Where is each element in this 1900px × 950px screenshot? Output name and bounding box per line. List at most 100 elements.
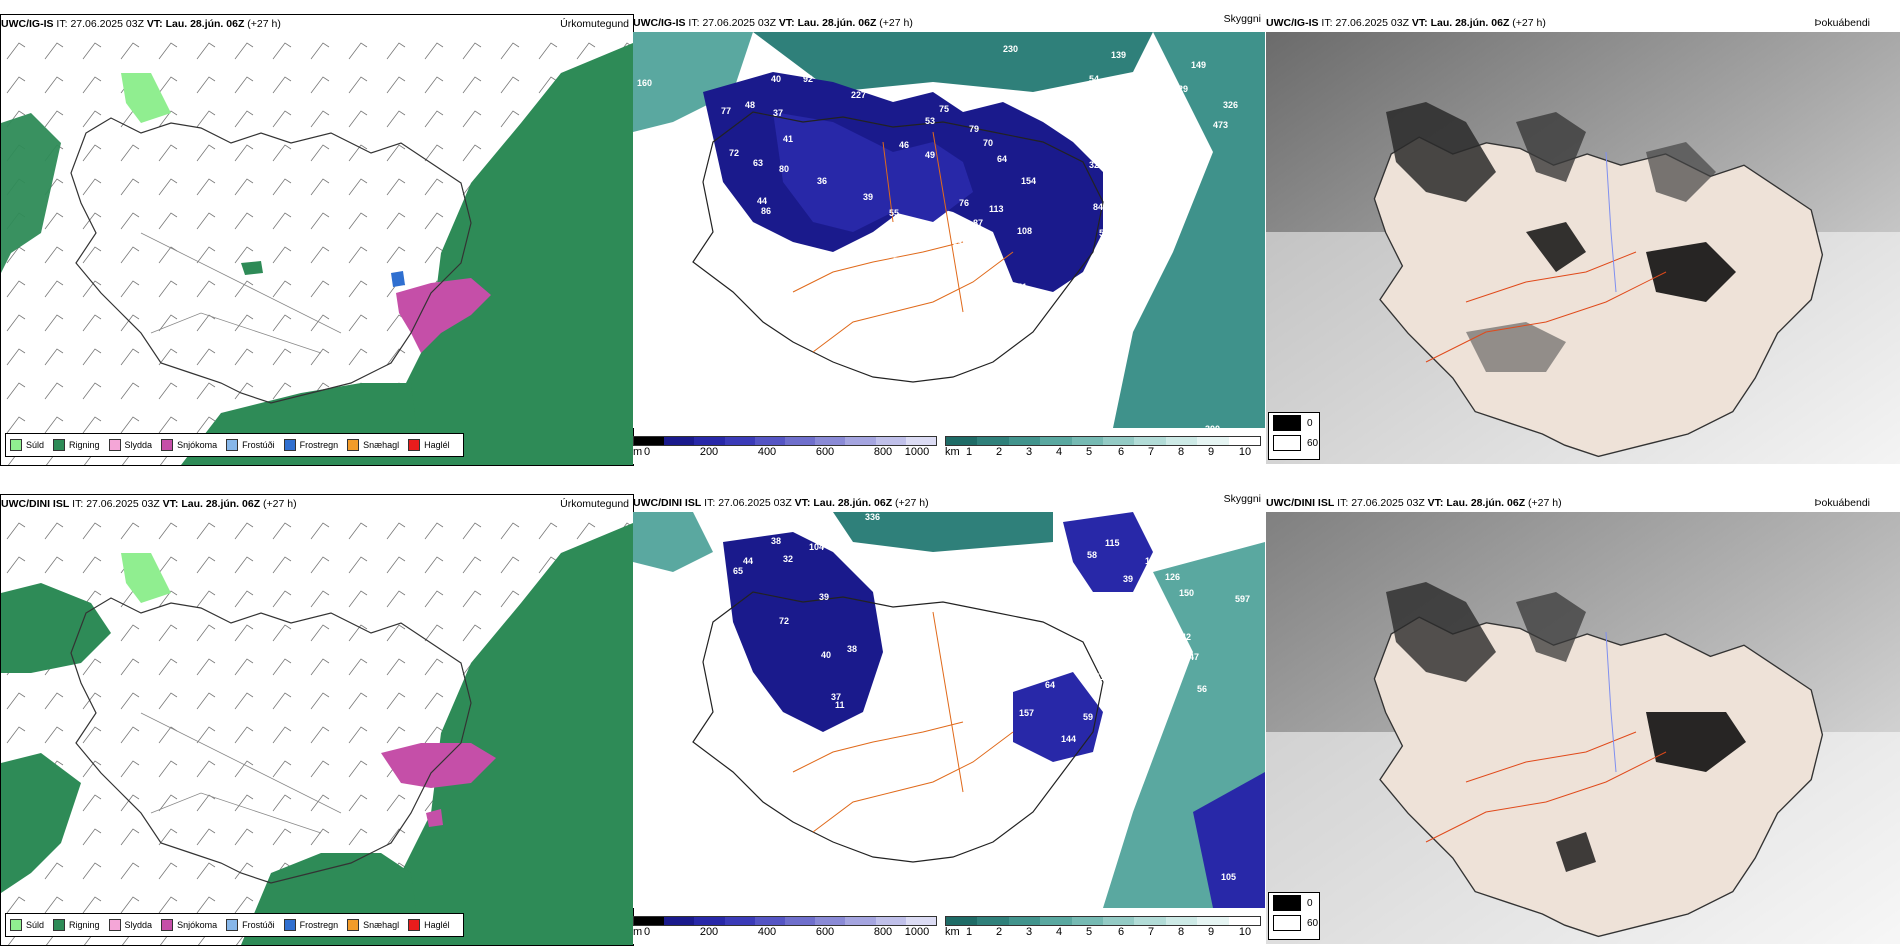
init-time: 27.06.2025 03Z	[70, 18, 144, 30]
cloud-base-label: 47	[1189, 652, 1200, 662]
cloud-base-label: 38	[931, 398, 942, 408]
ceiling-panel-top: UWC/IG-IS IT: 27.06.2025 03Z VT: Lau. 28…	[633, 14, 1265, 464]
legend-swatch	[53, 919, 66, 931]
panel-header: UWC/DINI ISL IT: 27.06.2025 03Z VT: Lau.…	[633, 494, 1265, 512]
cloud-base-label: 108	[1017, 226, 1033, 236]
cloud-base-label: 327	[1089, 160, 1105, 170]
visibility-tick: 2	[995, 446, 1003, 458]
ceiling-colorbar-bin	[754, 917, 786, 925]
fog-key-row: 60	[1269, 433, 1319, 453]
ceiling-tick: 0	[643, 926, 651, 938]
panel-header: UWC/IG-IS IT: 27.06.2025 03Z VT: Lau. 28…	[1266, 14, 1900, 32]
precip-panel-bottom: UWC/DINI ISL IT: 27.06.2025 03Z VT: Lau.…	[0, 494, 634, 946]
visibility-colorbar-bin	[1008, 437, 1041, 445]
cloud-base-label: 92	[1115, 202, 1126, 212]
cloud-base-label: 51	[1017, 282, 1028, 292]
ceiling-colorbar-strip	[633, 436, 937, 446]
cloud-base-label: 36	[817, 176, 828, 186]
ceiling-map-svg	[633, 512, 1265, 908]
cloud-base-label: 115	[1105, 538, 1120, 548]
cloud-base-label: 160	[637, 78, 653, 88]
visibility-tick: 7	[1147, 926, 1155, 938]
cloud-base-label: 37	[959, 578, 970, 588]
fog-map-svg	[1266, 32, 1900, 464]
cloud-base-label: 129	[1173, 84, 1189, 94]
panel-header: UWC/DINI ISL IT: 27.06.2025 03Z VT: Lau.…	[1266, 494, 1900, 512]
cloud-base-label: 52	[1135, 132, 1146, 142]
visibility-colorbar-bin	[1071, 437, 1104, 445]
cloud-base-label: 11	[835, 700, 845, 710]
cloud-base-label: 39	[819, 592, 830, 602]
fog-key-swatch	[1273, 415, 1301, 431]
cloud-base-label: 56	[1197, 684, 1208, 694]
ceiling-tick: 0	[643, 446, 651, 458]
visibility-colorbar-bin	[1040, 437, 1072, 445]
visibility-colorbar-bin	[1228, 437, 1261, 445]
cloud-base-label: 65	[811, 250, 822, 260]
cloud-base-label: 51	[1157, 116, 1168, 126]
legend-swatch	[408, 919, 421, 931]
cloud-base-label: 63	[753, 158, 764, 168]
ceiling-colorbar-bin	[905, 917, 937, 925]
ceiling-map[interactable]: 40 92 227 48 37 77 72 41 63 80 44 86 36 …	[633, 32, 1265, 464]
cloud-base-label: 65	[733, 566, 744, 576]
cloud-base-label: 56	[889, 672, 900, 682]
cloud-base-label: 157	[1019, 708, 1035, 718]
ceiling-unit: m	[633, 446, 643, 458]
cloud-base-label: 57	[1109, 694, 1120, 704]
cloud-base-label: 81	[1107, 644, 1118, 654]
cloud-base-label: 40	[771, 74, 782, 84]
visibility-ticks: 1 2 3 4 5 6 7 8 9 10	[945, 446, 1261, 462]
visibility-tick: 4	[1055, 446, 1063, 458]
lead-time: (+27 h)	[247, 18, 281, 30]
visibility-colorbar-bin	[1228, 917, 1261, 925]
ceiling-tick: 600	[815, 926, 835, 938]
precip-map[interactable]	[1, 513, 633, 945]
cloud-base-label: 77	[721, 106, 732, 116]
legend-item-snow: Snjókoma	[161, 919, 217, 931]
cloud-base-label: 150	[1179, 588, 1195, 598]
visibility-tick: 1	[965, 446, 973, 458]
legend-item-hail: Haglél	[408, 439, 450, 451]
ceiling-colorbar-bin	[785, 437, 816, 445]
cloud-base-label: 49	[925, 150, 936, 160]
precip-map[interactable]	[1, 33, 633, 465]
visibility-tick: 1	[965, 926, 973, 938]
model-name: UWC/DINI ISL	[1, 498, 70, 510]
visibility-colorbar-bin	[1197, 437, 1229, 445]
cloud-base-label: 81	[939, 804, 950, 814]
valid-time: Lau. 28.jún. 06Z	[181, 498, 261, 510]
legend-swatch	[226, 919, 239, 931]
ceiling-panel-bottom: UWC/DINI ISL IT: 27.06.2025 03Z VT: Lau.…	[633, 494, 1265, 944]
visibility-colorbar-bin	[1134, 437, 1166, 445]
cloud-base-label: 63	[1137, 194, 1148, 204]
cloud-base-label: 300	[1205, 424, 1221, 434]
fog-map[interactable]	[1266, 512, 1900, 944]
visibility-tick: 8	[1177, 926, 1185, 938]
ceiling-map[interactable]: 38 104 65 44 32 39 72 40 38 45 62 56 37 …	[633, 512, 1265, 944]
cloud-base-label: 45	[1119, 278, 1130, 288]
legend-swatch	[226, 439, 239, 451]
cloud-base-label: 84	[1093, 202, 1104, 212]
cloud-base-label: 37	[773, 108, 784, 118]
ceiling-colorbar-strip	[633, 916, 937, 926]
visibility-tick: 6	[1117, 926, 1125, 938]
legend-swatch	[408, 439, 421, 451]
legend-swatch	[108, 439, 121, 451]
ceiling-colorbar-bin	[905, 437, 937, 445]
visibility-tick: 5	[1085, 926, 1093, 938]
cloud-base-label: 39	[1119, 128, 1130, 138]
ceiling-colorbar-bin	[845, 437, 876, 445]
cloud-base-label: 54	[1089, 74, 1100, 84]
visibility-unit: km	[945, 926, 960, 938]
cloud-base-label: 125	[933, 366, 949, 376]
cloud-base-label: 12	[915, 680, 926, 690]
cloud-base-label: 52	[923, 266, 934, 276]
ceiling-tick: 1000	[904, 926, 930, 938]
cloud-base-label: 51	[1095, 672, 1106, 682]
cloud-base-label: 64	[1045, 680, 1056, 690]
fog-map[interactable]	[1266, 32, 1900, 464]
panel-title: Úrkomutegund	[560, 498, 629, 510]
ceiling-colorbar-bin	[664, 917, 695, 925]
ceiling-tick: 400	[757, 926, 777, 938]
